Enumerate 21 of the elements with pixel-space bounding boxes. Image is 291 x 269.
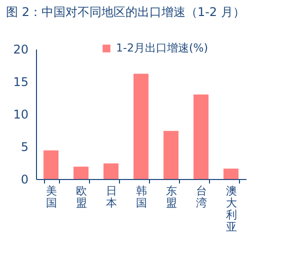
x-tick-label: 澳大利亚 xyxy=(226,184,237,234)
y-tick-label: 20 xyxy=(13,42,28,56)
bar xyxy=(164,130,178,179)
bar xyxy=(44,150,58,179)
y-tick-label: 15 xyxy=(13,75,28,89)
x-tick-label: 欧盟 xyxy=(76,184,87,210)
y-tick-label: 10 xyxy=(13,108,28,122)
bar xyxy=(74,166,88,179)
bar xyxy=(194,94,208,179)
y-tick-label: 0 xyxy=(20,172,28,186)
x-tick-label: 美国 xyxy=(46,184,57,210)
bar xyxy=(104,163,118,179)
x-tick-label: 日本 xyxy=(106,184,117,210)
y-tick-label: 5 xyxy=(20,140,28,154)
legend-label: 1-2月出口增速(%) xyxy=(116,42,208,54)
chart-title: 图 2：中国对不同地区的出口增速（1-2 月） xyxy=(6,5,245,19)
bar xyxy=(224,168,238,179)
x-tick-label: 韩国 xyxy=(136,184,147,210)
x-tick-label: 台湾 xyxy=(196,184,207,210)
bar xyxy=(134,74,148,179)
x-tick-label: 东盟 xyxy=(166,184,177,210)
